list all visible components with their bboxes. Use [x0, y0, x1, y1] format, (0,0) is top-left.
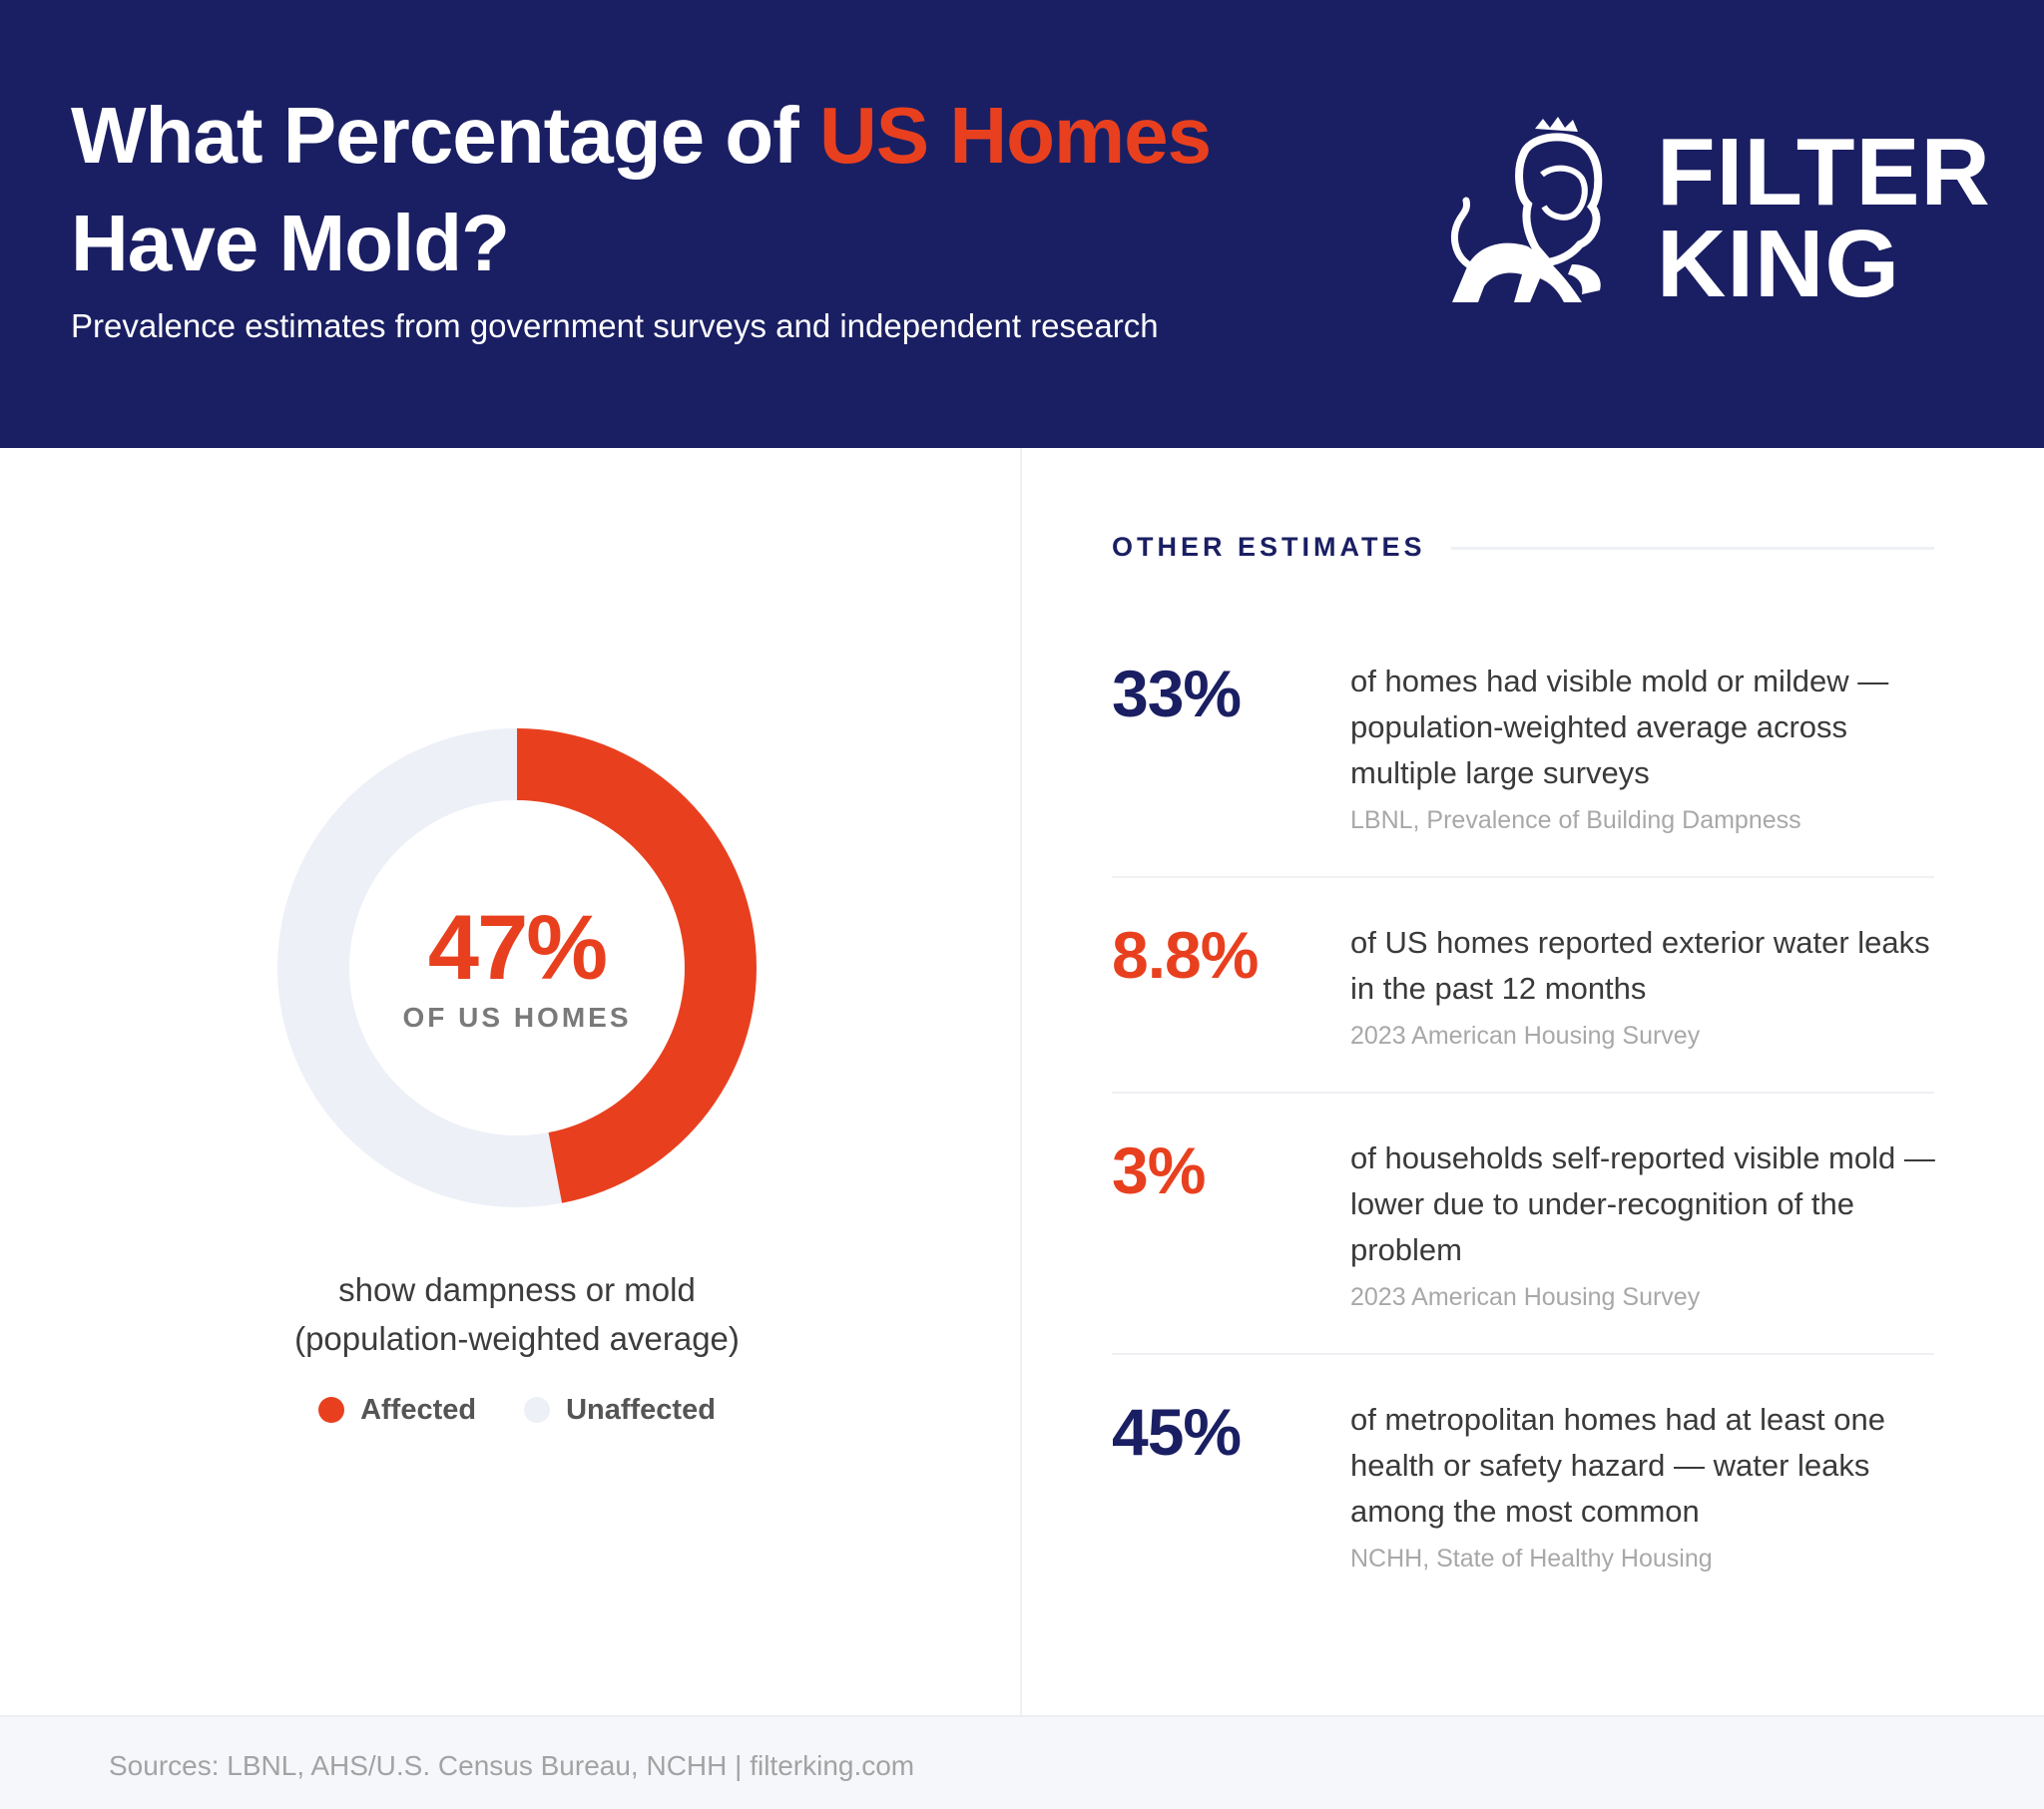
heading-rule — [1451, 547, 1934, 550]
donut-slice-unaffected — [277, 728, 562, 1207]
header-banner — [0, 0, 2044, 448]
footer-bar — [0, 1715, 2044, 1809]
donut-center-value: 47% — [427, 897, 608, 999]
legend-label-unaffected: Unaffected — [566, 1393, 716, 1426]
estimate-text-block: of metropolitan homes had at least one h… — [1350, 1397, 1939, 1579]
legend-item-affected: Affected — [318, 1390, 476, 1430]
donut-slice-affected — [517, 728, 758, 1203]
row-divider — [1112, 876, 1934, 878]
chart-caption: show dampness or mold (population-weight… — [218, 1265, 816, 1363]
donut-chart — [277, 728, 758, 1207]
estimate-value: 33% — [1112, 657, 1242, 730]
section-divider — [1020, 448, 1022, 1715]
estimate-source: 2023 American Housing Survey — [1350, 1283, 1701, 1311]
page-subtitle: Prevalence estimates from government sur… — [71, 307, 1159, 344]
caption-line1: show dampness or mold — [338, 1271, 696, 1308]
estimate-source: 2023 American Housing Survey — [1350, 1022, 1701, 1050]
donut-center-label: OF US HOMES — [402, 1002, 632, 1033]
row-divider — [1112, 1092, 1934, 1094]
row-divider — [1112, 1353, 1934, 1355]
page-title: What Percentage of US Homes Have Mold? — [71, 82, 1418, 297]
estimate-text-block: of US homes reported exterior water leak… — [1350, 920, 1939, 1056]
estimate-value: 8.8% — [1112, 918, 1259, 992]
title-accent: US Homes — [819, 91, 1212, 180]
estimate-description: of households self-reported visible mold… — [1350, 1140, 1935, 1267]
legend-label-affected: Affected — [360, 1393, 477, 1426]
estimate-description: of US homes reported exterior water leak… — [1350, 925, 1930, 1006]
lion-icon — [1450, 117, 1603, 302]
estimate-source: LBNL, Prevalence of Building Dampness — [1350, 806, 1801, 834]
logo-wordmark: FILTER KING — [1657, 119, 1991, 317]
estimate-value: 45% — [1112, 1395, 1242, 1469]
legend-item-unaffected: Unaffected — [524, 1390, 716, 1430]
estimate-description: of metropolitan homes had at least one h… — [1350, 1402, 1885, 1529]
logo-line1: FILTER — [1657, 119, 1991, 226]
estimate-description: of homes had visible mold or mildew — po… — [1350, 664, 1889, 790]
donut-center: 47% OF US HOMES — [277, 898, 757, 1034]
donut-svg — [277, 728, 758, 1207]
logo-line2: KING — [1657, 211, 1900, 317]
legend-swatch-affected — [318, 1397, 345, 1423]
chart-legend: Affected Unaffected — [218, 1390, 816, 1430]
legend-swatch-unaffected — [524, 1397, 551, 1423]
title-part2: Have Mold? — [71, 199, 510, 287]
title-part1: What Percentage of — [71, 91, 820, 180]
other-estimates-heading: OTHER ESTIMATES — [1112, 532, 1426, 562]
estimate-value: 3% — [1112, 1133, 1206, 1207]
estimate-source: NCHH, State of Healthy Housing — [1350, 1545, 1713, 1573]
caption-line2: (population-weighted average) — [294, 1320, 740, 1357]
estimate-text-block: of homes had visible mold or mildew — po… — [1350, 659, 1939, 840]
filter-king-logo: FILTER KING — [1432, 115, 2021, 314]
estimate-text-block: of households self-reported visible mold… — [1350, 1135, 1939, 1317]
footer-sources: Sources: LBNL, AHS/U.S. Census Bureau, N… — [109, 1750, 915, 1781]
